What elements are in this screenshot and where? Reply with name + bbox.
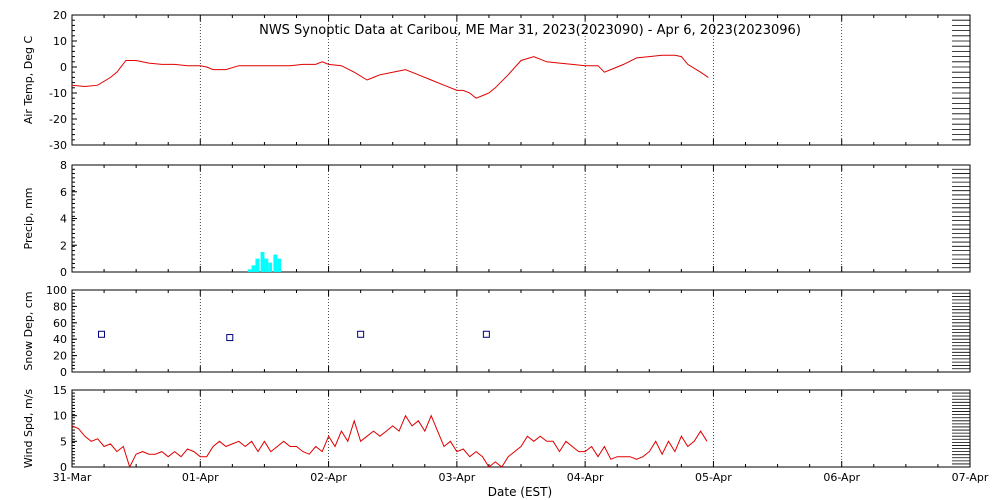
precip-bar — [247, 269, 252, 272]
y-axis-label: Wind Spd, m/s — [22, 389, 35, 469]
y-tick-label: 10 — [53, 410, 67, 423]
precip-bar — [277, 258, 282, 272]
snow-depth-point — [98, 330, 106, 338]
snow-depth-point — [357, 330, 365, 338]
panel-3: 0 5 10 15 Wind Spd, m/s — [22, 384, 971, 474]
y-tick-label: 40 — [53, 333, 67, 346]
x-tick-label: 06-Apr — [823, 471, 860, 484]
snow-depth-point — [482, 330, 490, 338]
precip-bar — [260, 251, 265, 272]
precip-bar — [251, 265, 256, 272]
chart-panels: -30 -20 -10 0 10 20 Air Temp, Deg C 0 2 4 6 8 Precip… — [22, 9, 989, 484]
y-tick-label: 10 — [53, 35, 67, 48]
snow-depth-point — [226, 334, 234, 342]
wind-series-line — [71, 414, 708, 469]
chart-title: NWS Synoptic Data at Caribou, ME Mar 31,… — [259, 23, 801, 38]
precip-bar — [268, 262, 273, 272]
y-tick-label: 100 — [46, 284, 67, 297]
x-tick-label: 01-Apr — [182, 471, 219, 484]
panel-0: -30 -20 -10 0 10 20 Air Temp, Deg C — [22, 9, 971, 152]
y-tick-label: -20 — [49, 113, 67, 126]
y-tick-label: 80 — [53, 300, 67, 313]
panel-2: 0 20 40 60 80 100 Snow Dep, cm — [22, 284, 971, 379]
y-tick-label: 5 — [60, 435, 67, 448]
x-tick-label: 03-Apr — [438, 471, 475, 484]
precip-bar — [255, 258, 260, 272]
x-tick-label: 02-Apr — [310, 471, 347, 484]
x-axis-label: Date (EST) — [488, 485, 552, 499]
precip-bar — [264, 258, 269, 272]
y-axis-label: Precip, mm — [22, 188, 35, 250]
temp-series-line — [71, 54, 709, 99]
y-tick-label: 15 — [53, 384, 67, 397]
y-tick-label: -10 — [49, 87, 67, 100]
panel-frame — [71, 389, 971, 468]
panel-1: 0 2 4 6 8 Precip, mm — [22, 159, 971, 279]
y-tick-label: 0 — [60, 461, 67, 474]
y-tick-label: 8 — [60, 159, 67, 172]
y-tick-label: 4 — [60, 213, 67, 226]
panel-frame — [71, 164, 971, 273]
y-tick-label: 20 — [53, 350, 67, 363]
y-axis-label: Snow Dep, cm — [22, 291, 35, 370]
y-tick-label: -30 — [49, 139, 67, 152]
y-tick-label: 0 — [60, 61, 67, 74]
y-tick-label: 2 — [60, 239, 67, 252]
x-tick-label: 05-Apr — [695, 471, 732, 484]
precip-bar — [273, 254, 278, 272]
x-tick-label: 31-Mar — [53, 471, 92, 484]
y-tick-label: 60 — [53, 317, 67, 330]
x-tick-label: 04-Apr — [567, 471, 604, 484]
y-tick-label: 6 — [60, 186, 67, 199]
y-tick-label: 0 — [60, 366, 67, 379]
y-axis-label: Air Temp, Deg C — [22, 36, 35, 125]
y-tick-label: 20 — [53, 9, 67, 22]
y-tick-label: 0 — [60, 266, 67, 279]
panel-frame — [71, 289, 971, 373]
x-tick-label: 07-Apr — [952, 471, 989, 484]
